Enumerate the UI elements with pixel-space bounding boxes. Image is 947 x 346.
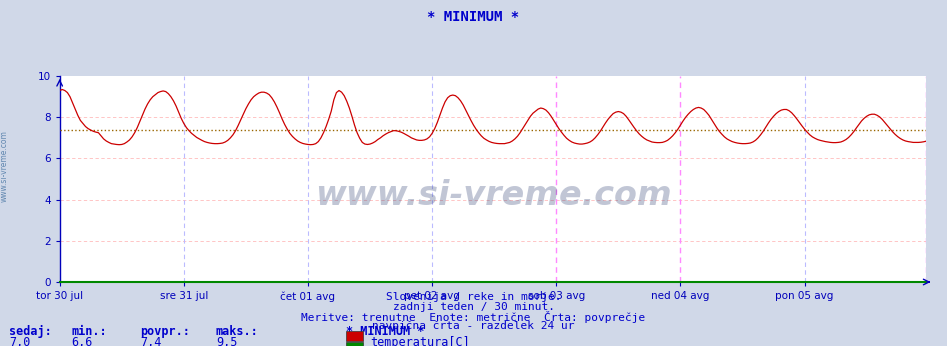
Text: 6,6: 6,6: [71, 336, 93, 346]
Text: zadnji teden / 30 minut.: zadnji teden / 30 minut.: [392, 302, 555, 312]
Text: * MINIMUM *: * MINIMUM *: [427, 10, 520, 24]
Text: * MINIMUM *: * MINIMUM *: [346, 325, 424, 338]
Text: sedaj:: sedaj:: [9, 325, 52, 338]
Text: www.si-vreme.com: www.si-vreme.com: [314, 179, 671, 212]
Text: maks.:: maks.:: [216, 325, 259, 338]
Text: www.si-vreme.com: www.si-vreme.com: [0, 130, 9, 202]
Text: min.:: min.:: [71, 325, 107, 338]
Text: 7,0: 7,0: [9, 336, 31, 346]
Text: 7,4: 7,4: [140, 336, 162, 346]
Text: temperatura[C]: temperatura[C]: [370, 336, 470, 346]
Text: povpr.:: povpr.:: [140, 325, 190, 338]
Text: Slovenija / reke in morje.: Slovenija / reke in morje.: [385, 292, 562, 302]
Text: navpična črta - razdelek 24 ur: navpična črta - razdelek 24 ur: [372, 320, 575, 331]
Text: Meritve: trenutne  Enote: metrične  Črta: povprečje: Meritve: trenutne Enote: metrične Črta: …: [301, 311, 646, 323]
Text: 9,5: 9,5: [216, 336, 238, 346]
